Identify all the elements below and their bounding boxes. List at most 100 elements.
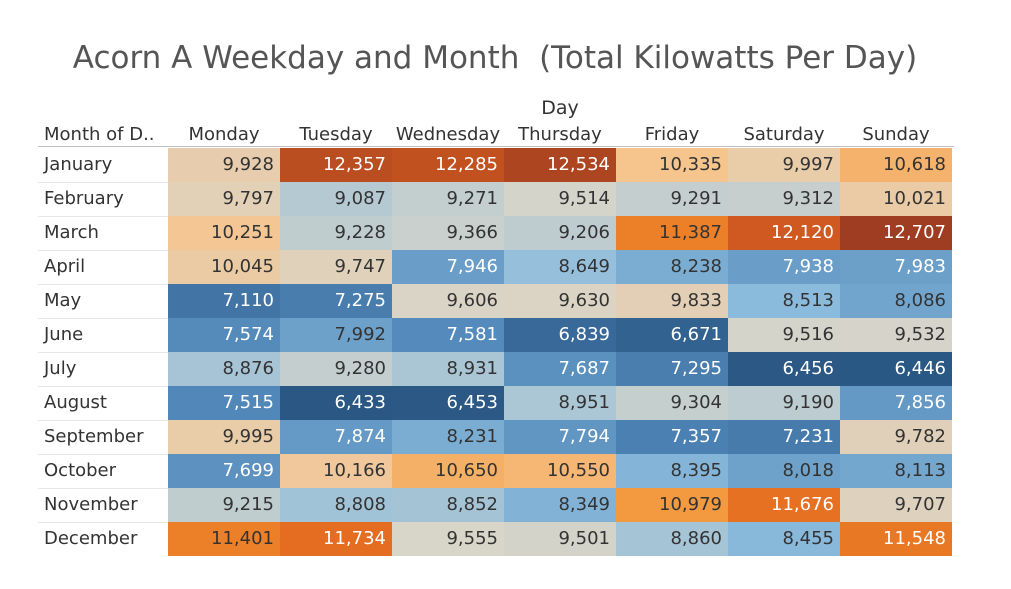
row-separator (38, 488, 168, 489)
heatmap-cell: 8,513 (728, 284, 840, 318)
heatmap-cell: 9,797 (168, 182, 280, 216)
row-separator (38, 352, 168, 353)
heatmap-cell: 10,045 (168, 250, 280, 284)
heatmap-cell: 12,120 (728, 216, 840, 250)
heatmap-cell: 8,018 (728, 454, 840, 488)
heatmap-cell: 9,747 (280, 250, 392, 284)
heatmap-cell: 9,087 (280, 182, 392, 216)
heatmap-cell: 8,852 (392, 488, 504, 522)
heatmap-cell: 9,228 (280, 216, 392, 250)
row-label: June (44, 324, 84, 345)
heatmap-cell: 9,833 (616, 284, 728, 318)
header-divider (38, 146, 954, 147)
heatmap-cell: 9,190 (728, 386, 840, 420)
heatmap-cell: 8,649 (504, 250, 616, 284)
heatmap-cell: 6,433 (280, 386, 392, 420)
column-header: Thursday (518, 124, 602, 145)
heatmap-cell: 8,876 (168, 352, 280, 386)
heatmap-cell: 10,251 (168, 216, 280, 250)
heatmap-cell: 9,555 (392, 522, 504, 556)
row-separator (38, 216, 168, 217)
heatmap-cell: 7,574 (168, 318, 280, 352)
row-separator (38, 522, 168, 523)
heatmap-cell: 12,285 (392, 148, 504, 182)
heatmap-cell: 11,676 (728, 488, 840, 522)
column-field-label: Day (541, 97, 579, 119)
heatmap-cell: 8,086 (840, 284, 952, 318)
row-separator (38, 250, 168, 251)
row-separator (38, 318, 168, 319)
heatmap-cell: 7,687 (504, 352, 616, 386)
heatmap-cell: 8,395 (616, 454, 728, 488)
heatmap-cell: 10,166 (280, 454, 392, 488)
heatmap-cell: 9,707 (840, 488, 952, 522)
row-separator (38, 420, 168, 421)
heatmap-cell: 9,606 (392, 284, 504, 318)
heatmap-cell: 8,231 (392, 420, 504, 454)
heatmap-cell: 7,515 (168, 386, 280, 420)
heatmap-cell: 9,501 (504, 522, 616, 556)
row-label: August (44, 392, 107, 413)
row-label: April (44, 256, 86, 277)
heatmap-cell: 7,992 (280, 318, 392, 352)
heatmap-cell: 7,581 (392, 318, 504, 352)
heatmap-cell: 6,671 (616, 318, 728, 352)
column-header: Wednesday (395, 124, 501, 145)
heatmap-cell: 8,931 (392, 352, 504, 386)
heatmap-cell: 8,349 (504, 488, 616, 522)
row-label: July (44, 358, 77, 379)
heatmap-cell: 10,650 (392, 454, 504, 488)
heatmap-cell: 9,206 (504, 216, 616, 250)
row-label: October (44, 460, 117, 481)
heatmap-cell: 8,951 (504, 386, 616, 420)
row-label: November (44, 494, 138, 515)
heatmap-cell: 11,548 (840, 522, 952, 556)
row-separator (38, 182, 168, 183)
heatmap-cell: 9,997 (728, 148, 840, 182)
row-label: March (44, 222, 99, 243)
heatmap-cell: 12,707 (840, 216, 952, 250)
heatmap-cell: 7,357 (616, 420, 728, 454)
heatmap-cell: 7,794 (504, 420, 616, 454)
heatmap-cell: 7,699 (168, 454, 280, 488)
heatmap-cell: 8,238 (616, 250, 728, 284)
row-label: December (44, 528, 138, 549)
heatmap-cell: 7,275 (280, 284, 392, 318)
heatmap-cell: 9,271 (392, 182, 504, 216)
row-field-label: Month of D.. (44, 124, 155, 145)
heatmap-cell: 7,874 (280, 420, 392, 454)
heatmap-cell: 9,304 (616, 386, 728, 420)
heatmap-cell: 8,808 (280, 488, 392, 522)
heatmap-cell: 8,113 (840, 454, 952, 488)
heatmap-cell: 12,357 (280, 148, 392, 182)
heatmap-cell: 9,532 (840, 318, 952, 352)
row-label: September (44, 426, 144, 447)
row-separator (38, 386, 168, 387)
heatmap-cell: 8,455 (728, 522, 840, 556)
heatmap-cell: 12,534 (504, 148, 616, 182)
heatmap-cell: 7,295 (616, 352, 728, 386)
heatmap-cell: 7,110 (168, 284, 280, 318)
heatmap-cell: 9,366 (392, 216, 504, 250)
column-header: Friday (644, 124, 700, 145)
heatmap-cell: 9,280 (280, 352, 392, 386)
heatmap-cell: 10,979 (616, 488, 728, 522)
heatmap-cell: 11,734 (280, 522, 392, 556)
heatmap-cell: 7,856 (840, 386, 952, 420)
heatmap-cell: 9,516 (728, 318, 840, 352)
heatmap-cell: 9,291 (616, 182, 728, 216)
heatmap-cell: 9,215 (168, 488, 280, 522)
row-label: May (44, 290, 82, 311)
heatmap-cell: 10,335 (616, 148, 728, 182)
column-header: Sunday (862, 124, 930, 145)
column-header: Tuesday (299, 124, 373, 145)
heatmap-cell: 9,782 (840, 420, 952, 454)
heatmap-cell: 11,401 (168, 522, 280, 556)
row-separator (38, 284, 168, 285)
heatmap-cell: 8,860 (616, 522, 728, 556)
column-header: Monday (188, 124, 260, 145)
heatmap-cell: 7,983 (840, 250, 952, 284)
heatmap-cell: 6,446 (840, 352, 952, 386)
heatmap-cell: 10,618 (840, 148, 952, 182)
heatmap-cell: 9,995 (168, 420, 280, 454)
